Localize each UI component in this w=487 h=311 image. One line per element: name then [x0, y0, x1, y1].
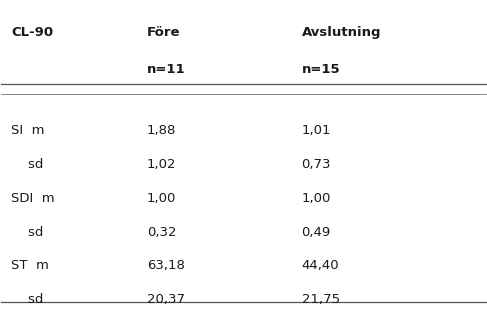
Text: sd: sd [11, 226, 43, 239]
Text: 1,88: 1,88 [147, 124, 176, 137]
Text: CL-90: CL-90 [11, 26, 53, 39]
Text: 20,37: 20,37 [147, 293, 185, 306]
Text: 1,00: 1,00 [301, 192, 331, 205]
Text: 0,73: 0,73 [301, 158, 331, 171]
Text: 21,75: 21,75 [301, 293, 340, 306]
Text: 63,18: 63,18 [147, 259, 185, 272]
Text: n=11: n=11 [147, 63, 185, 76]
Text: Före: Före [147, 26, 180, 39]
Text: 44,40: 44,40 [301, 259, 339, 272]
Text: sd: sd [11, 158, 43, 171]
Text: 0,32: 0,32 [147, 226, 176, 239]
Text: SI  m: SI m [11, 124, 45, 137]
Text: 1,01: 1,01 [301, 124, 331, 137]
Text: SDI  m: SDI m [11, 192, 55, 205]
Text: Avslutning: Avslutning [301, 26, 381, 39]
Text: ST  m: ST m [11, 259, 49, 272]
Text: n=15: n=15 [301, 63, 340, 76]
Text: 1,00: 1,00 [147, 192, 176, 205]
Text: sd: sd [11, 293, 43, 306]
Text: 1,02: 1,02 [147, 158, 176, 171]
Text: 0,49: 0,49 [301, 226, 331, 239]
